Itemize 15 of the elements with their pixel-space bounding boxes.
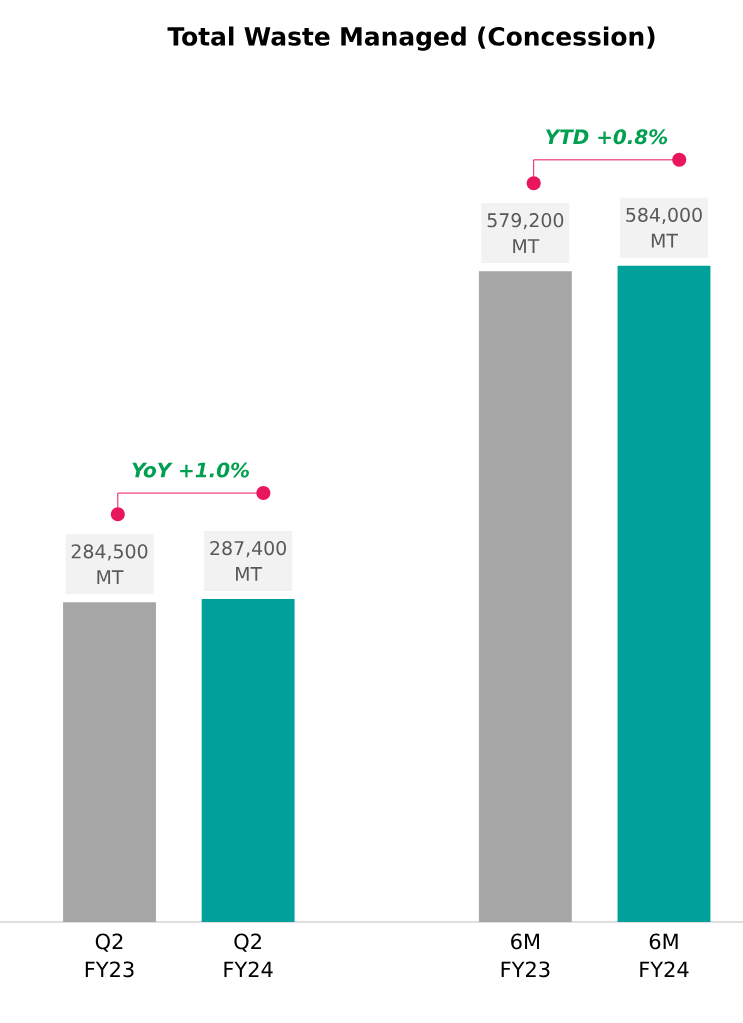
annotation: YoY +1.0% xyxy=(132,462,249,478)
bar xyxy=(617,265,711,922)
chart-title: Total Waste Managed (Concession) xyxy=(167,26,655,51)
x-tick-label: Q2 FY24 xyxy=(224,933,273,977)
data-label: 584,000 MT xyxy=(626,207,702,248)
x-tick-label: Q2 FY23 xyxy=(85,933,134,978)
bar xyxy=(63,602,156,922)
bar xyxy=(478,271,572,922)
bar xyxy=(201,599,295,922)
data-label: 579,200 MT xyxy=(487,213,564,253)
x-tick-label: 6M FY23 xyxy=(501,933,550,978)
data-label: 287,400 MT xyxy=(210,540,286,581)
data-label: 284,500 MT xyxy=(71,544,148,585)
text: YTD +0.8% xyxy=(545,129,668,145)
x-tick-label: 6M FY24 xyxy=(640,933,689,977)
